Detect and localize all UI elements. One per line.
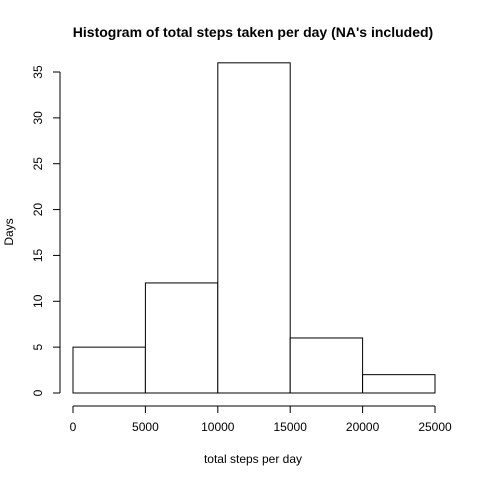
histogram-bar-4 [362,374,436,394]
x-axis: 0 5000 10000 15000 20000 25000 [70,405,452,434]
x-tick-label-1: 5000 [132,420,159,434]
y-tick-label-0: 0 [31,389,45,396]
x-tick-label-0: 0 [70,420,77,434]
y-tick-label-5: 25 [31,157,45,171]
y-tick-label-3: 15 [31,248,45,262]
x-tick-label-2: 10000 [201,420,235,434]
chart-title: Histogram of total steps taken per day (… [73,24,433,40]
histogram-bar-1 [144,282,219,394]
histogram-bar-0 [72,346,146,394]
x-axis-label: total steps per day [204,452,302,466]
y-tick-label-1: 5 [31,343,45,350]
y-axis: 0 5 10 15 20 25 30 35 [31,65,61,396]
x-tick-label-5: 25000 [418,420,452,434]
histogram-bar-3 [289,337,364,394]
y-tick-label-2: 10 [31,294,45,308]
y-tick-label-7: 35 [31,65,45,79]
y-tick-label-4: 20 [31,203,45,217]
y-tick-label-6: 30 [31,111,45,125]
x-tick-label-4: 20000 [346,420,380,434]
x-tick-label-3: 15000 [274,420,308,434]
bars-group [72,62,436,394]
histogram-bar-2 [217,62,291,394]
y-axis-label: Days [2,218,16,245]
